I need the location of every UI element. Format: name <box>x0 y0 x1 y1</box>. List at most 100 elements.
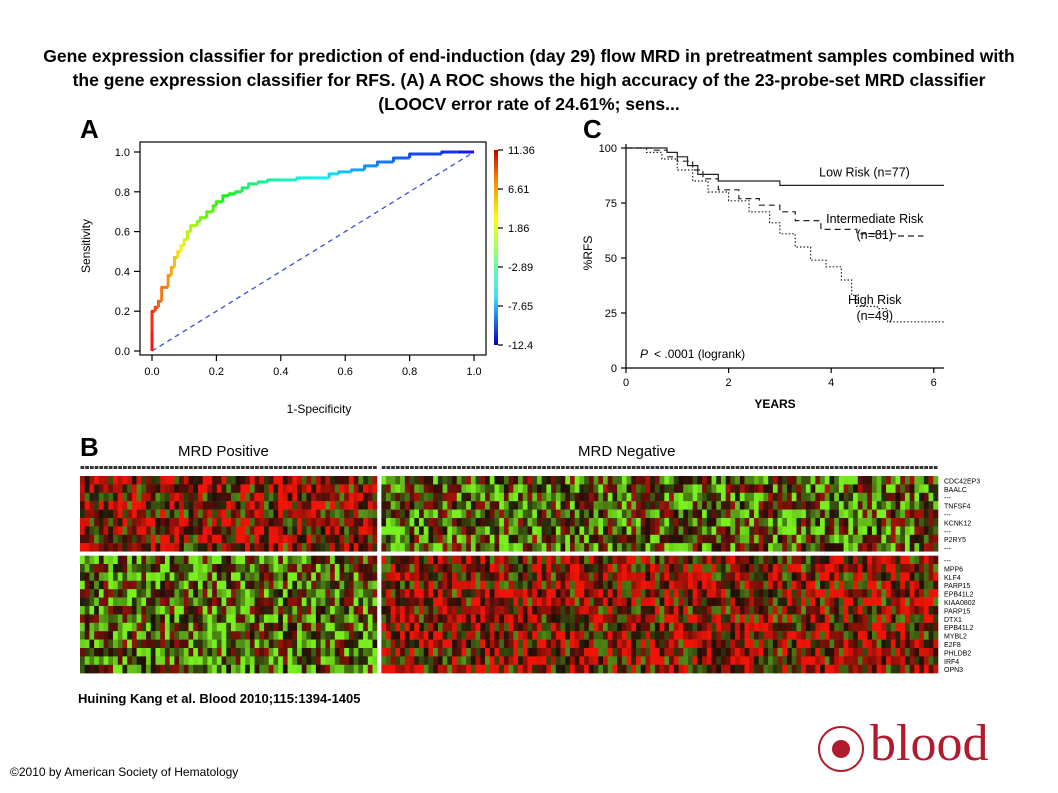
heatmap-cell <box>909 597 915 607</box>
heatmap-cell <box>367 580 373 590</box>
sample-marker <box>391 466 395 469</box>
heatmap-cell <box>768 555 774 565</box>
heatmap-cell <box>320 631 326 640</box>
heatmap-cell <box>160 572 166 581</box>
heatmap-cell <box>598 631 604 640</box>
heatmap-cell <box>188 509 194 519</box>
heatmap-cell <box>843 606 849 615</box>
heatmap-cell <box>617 501 623 510</box>
heatmap-cell <box>230 476 237 485</box>
heatmap-cell <box>555 597 561 607</box>
heatmap-cell <box>862 501 868 510</box>
heatmap-cell <box>456 476 462 485</box>
heatmap-cell <box>716 555 722 565</box>
heatmap-cell <box>183 501 189 510</box>
heatmap-cell <box>536 572 542 581</box>
heatmap-cell <box>768 492 774 502</box>
heatmap-cell <box>598 484 604 493</box>
heatmap-cell <box>692 518 698 527</box>
heatmap-cell <box>848 622 854 632</box>
heatmap-cell <box>829 639 835 649</box>
heatmap-cell <box>358 476 364 485</box>
heatmap-cell <box>409 543 415 552</box>
heatmap-cell <box>683 543 689 552</box>
heatmap-cell <box>772 656 778 665</box>
heatmap-cell <box>636 639 642 649</box>
heatmap-cell <box>179 534 185 544</box>
heatmap-cell <box>207 534 213 544</box>
heatmap-cell <box>344 648 350 657</box>
heatmap-cell <box>574 580 580 590</box>
heatmap-cell <box>919 656 925 665</box>
heatmap-cell <box>141 664 147 674</box>
heatmap-cell <box>363 492 369 502</box>
heatmap-cell <box>645 631 651 640</box>
heatmap-cell <box>919 580 925 590</box>
heatmap-cell <box>744 509 750 519</box>
heatmap-cell <box>395 606 401 615</box>
heatmap-cell <box>160 648 166 657</box>
heatmap-cell <box>404 492 410 502</box>
heatmap-cell <box>787 631 793 640</box>
heatmap-cell <box>169 614 175 623</box>
heatmap-cell <box>546 589 552 598</box>
heatmap-cell <box>546 622 552 632</box>
heatmap-cell <box>588 656 594 665</box>
heatmap-cell <box>551 648 557 657</box>
heatmap-cell <box>418 509 425 519</box>
heatmap-cell <box>320 664 326 674</box>
heatmap-cell <box>848 543 854 552</box>
heatmap-cell <box>348 589 354 598</box>
heatmap-cell <box>560 476 566 485</box>
heatmap-cell <box>245 656 251 665</box>
heatmap-cell <box>739 518 745 527</box>
heatmap-cell <box>782 555 788 565</box>
heatmap-cell <box>197 648 203 657</box>
heatmap-cell <box>664 589 670 598</box>
heatmap-cell <box>390 631 396 640</box>
heatmap-cell <box>117 580 123 590</box>
heatmap-cell <box>372 606 378 615</box>
sample-marker <box>636 466 641 469</box>
heatmap-cell <box>678 656 684 665</box>
heatmap-cell <box>810 501 816 510</box>
heatmap-cell <box>725 664 731 674</box>
heatmap-cell <box>155 614 161 623</box>
heatmap-cell <box>344 476 350 485</box>
heatmap-cell <box>829 501 835 510</box>
heatmap-cell <box>485 509 491 519</box>
heatmap-cell <box>801 580 807 590</box>
heatmap-cell <box>245 648 251 657</box>
heatmap-cell <box>103 639 109 649</box>
heatmap-cell <box>278 501 284 510</box>
heatmap-cell <box>216 555 222 565</box>
heatmap-cell <box>654 572 660 581</box>
heatmap-cell <box>829 492 835 502</box>
heatmap-cell <box>820 492 826 502</box>
heatmap-cell <box>782 606 788 615</box>
heatmap-cell <box>669 534 675 544</box>
heatmap-cell <box>702 518 708 527</box>
heatmap-cell <box>513 648 519 657</box>
heatmap-cell <box>645 501 651 510</box>
heatmap-cell <box>404 572 410 581</box>
heatmap-cell <box>909 564 915 573</box>
sample-marker <box>839 466 844 469</box>
heatmap-cell <box>579 580 585 590</box>
heatmap-cell <box>914 501 920 510</box>
heatmap-cell <box>848 597 854 607</box>
heatmap-cell <box>315 534 321 544</box>
heatmap-cell <box>598 580 604 590</box>
gene-row-label: BAALC <box>944 487 967 494</box>
heatmap-cell <box>603 622 609 632</box>
heatmap-cell <box>372 526 378 535</box>
heatmap-cell <box>711 534 717 544</box>
heatmap-cell <box>857 534 863 544</box>
heatmap-cell <box>212 606 218 615</box>
heatmap-cell <box>853 518 859 527</box>
heatmap-cell <box>574 476 580 485</box>
heatmap-cell <box>739 639 745 649</box>
heatmap-cell <box>569 555 575 565</box>
heatmap-cell <box>782 572 788 581</box>
heatmap-cell <box>395 614 401 623</box>
